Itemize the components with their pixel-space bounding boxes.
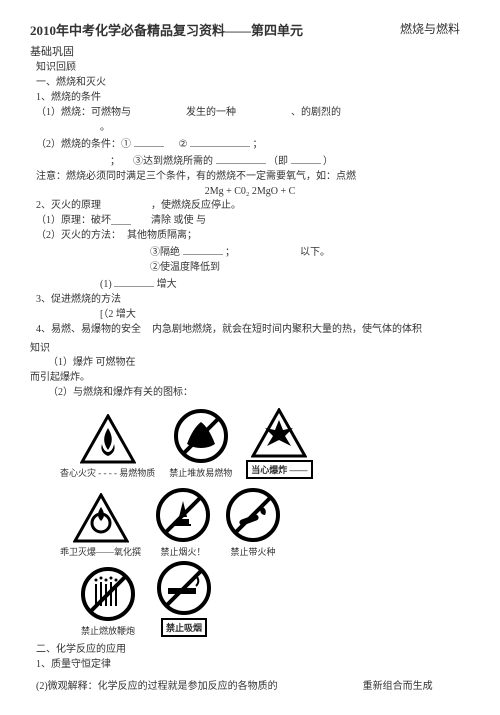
- cap6: 禁止带火种: [231, 545, 276, 558]
- p5-row: (1) 增大: [100, 276, 470, 292]
- cap7: 禁止燃放鞭炮: [81, 624, 135, 637]
- p3a-row: （1）原理：破坏 清除 或使 与: [36, 214, 470, 228]
- explosion-icon: [251, 408, 307, 458]
- oxidizer-icon: [73, 493, 129, 543]
- p2-line2: ； ③达到燃烧所需的 （即 ）: [110, 153, 470, 169]
- p2c: ；: [110, 156, 120, 167]
- p1b: 发生的一种: [186, 107, 236, 118]
- p2b: ；: [252, 139, 262, 150]
- no-open-flame-icon: [155, 487, 211, 543]
- cap8-label: 禁止吸烟: [161, 618, 207, 637]
- p3-row: 2、灭火的原理 ，使燃烧反应停止。: [36, 199, 470, 213]
- fire-triangle-icon: [80, 414, 136, 464]
- icon-fire-hazard: 杳心火灾 - - - - 易燃物质: [60, 414, 155, 479]
- p10: （2）与燃烧和爆炸有关的图标：: [48, 386, 470, 400]
- p4e: ②使温度降低到: [150, 261, 470, 275]
- cap3-label: 当心爆炸 ——: [246, 460, 312, 479]
- p11: 1、质量守恒定律: [36, 658, 470, 672]
- icon-oxidizer: 乖卫灭爆——氧化撰: [60, 493, 141, 558]
- icon-explosion: 当心爆炸 ——: [246, 408, 312, 479]
- p4c: ；: [225, 247, 235, 258]
- p3a: （1）原理：破坏: [36, 214, 111, 228]
- heading-2: 二、化学反应的应用: [36, 643, 470, 657]
- p8a: 内急剧地燃烧，就会在短时间内聚积大量的热，使气体的体积: [152, 324, 422, 335]
- p4b: ③隔绝: [150, 247, 180, 258]
- heading-1: 一、燃烧和灭火: [36, 76, 470, 90]
- p3b: ，使燃烧反应停止。: [151, 199, 241, 213]
- icon-no-flammable: 禁止堆放易燃物: [169, 408, 232, 479]
- chem-formula: 2Mg + C0₂ 2MgO + C: [30, 186, 470, 197]
- cap2: 禁止堆放易燃物: [169, 466, 232, 479]
- p2e: （即: [268, 156, 288, 167]
- cap5: 禁止烟火！: [161, 545, 206, 558]
- section-review: 知识回顾: [36, 61, 470, 75]
- s3: 知识: [30, 339, 470, 354]
- p12-row: (2)微观解释：化学反应的过程就是参加反应的各物质的 重新组合而生成: [36, 680, 470, 694]
- p12: (2)微观解释：化学反应的过程就是参加反应的各物质的: [36, 681, 278, 692]
- p2f: ）: [323, 156, 333, 167]
- p1: 1、燃烧的条件: [36, 91, 470, 105]
- p8-row: 4、易燃、易爆物的安全 内急剧地燃烧，就会在短时间内聚积大量的热，使气体的体积: [36, 323, 470, 337]
- p4-row2: ③隔绝 ； 以下。: [150, 244, 470, 260]
- icon-row-2: 乖卫灭爆——氧化撰 禁止烟火！ 禁止带火种: [60, 487, 470, 558]
- cap1: 杳心火灾 - - - - 易燃物质: [60, 466, 155, 479]
- icon-no-fireworks: 禁止燃放鞭炮: [80, 566, 136, 637]
- p3c: 清除 或使 与: [151, 214, 206, 228]
- icon-row-3: 禁止燃放鞭炮 禁止吸烟: [80, 560, 470, 637]
- p5a: 增大: [157, 279, 177, 290]
- no-ignition-icon: [225, 487, 281, 543]
- title-row: 燃烧与燃料 2010年中考化学必备精品复习资料——第四单元: [30, 20, 470, 39]
- p6: 3、促进燃烧的方法: [36, 293, 470, 307]
- p1c: 、的剧烈的: [291, 107, 341, 118]
- icon-no-smoking: 禁止吸烟: [156, 560, 212, 637]
- p4d: 以下。: [300, 247, 330, 258]
- no-fireworks-icon: [80, 566, 136, 622]
- no-flammable-icon: [173, 408, 229, 464]
- p1d: 。: [100, 121, 470, 135]
- p7: [（2 增大: [100, 308, 470, 322]
- p12a: 重新组合而生成: [363, 681, 433, 692]
- icon-no-open-flame: 禁止烟火！: [155, 487, 211, 558]
- section-basic: 基础巩固: [30, 43, 470, 59]
- note1: 注意：燃烧必须同时满足三个条件，有的燃烧不一定需要氧气，如：点燃: [36, 170, 470, 184]
- p2-line: （2）燃烧的条件：① ② ；: [36, 136, 470, 152]
- title-main: 年中考化学必备精品复习资料——第四单元: [56, 23, 303, 38]
- p3: 2、灭火的原理: [36, 199, 101, 213]
- p2: （2）燃烧的条件：①: [36, 139, 131, 150]
- title-year: 2010: [30, 23, 56, 38]
- p8: 4、易燃、易爆物的安全: [36, 324, 141, 335]
- p9a: 而引起爆炸。: [30, 371, 470, 385]
- p2a: ②: [179, 139, 188, 150]
- no-smoking-icon: [156, 560, 212, 616]
- icon-row-1: 杳心火灾 - - - - 易燃物质 禁止堆放易燃物 当心爆炸 ——: [60, 408, 470, 479]
- p4-row: （2）灭火的方法： 其他物质隔离；: [36, 229, 470, 243]
- cap4: 乖卫灭爆——氧化撰: [60, 545, 141, 558]
- p1a: （1）燃烧：可燃物与: [36, 107, 131, 118]
- p9: （1）爆炸 可燃物在: [48, 356, 470, 370]
- p1-line: （1）燃烧：可燃物与 发生的一种 、的剧烈的: [36, 106, 470, 120]
- p4: （2）灭火的方法：: [36, 229, 121, 243]
- p5: (1): [100, 279, 112, 290]
- icon-no-ignition: 禁止带火种: [225, 487, 281, 558]
- p2d: ③达到燃烧所需的: [133, 156, 213, 167]
- p4a: 其他物质隔离；: [127, 229, 197, 243]
- title-right: 燃烧与燃料: [400, 20, 460, 37]
